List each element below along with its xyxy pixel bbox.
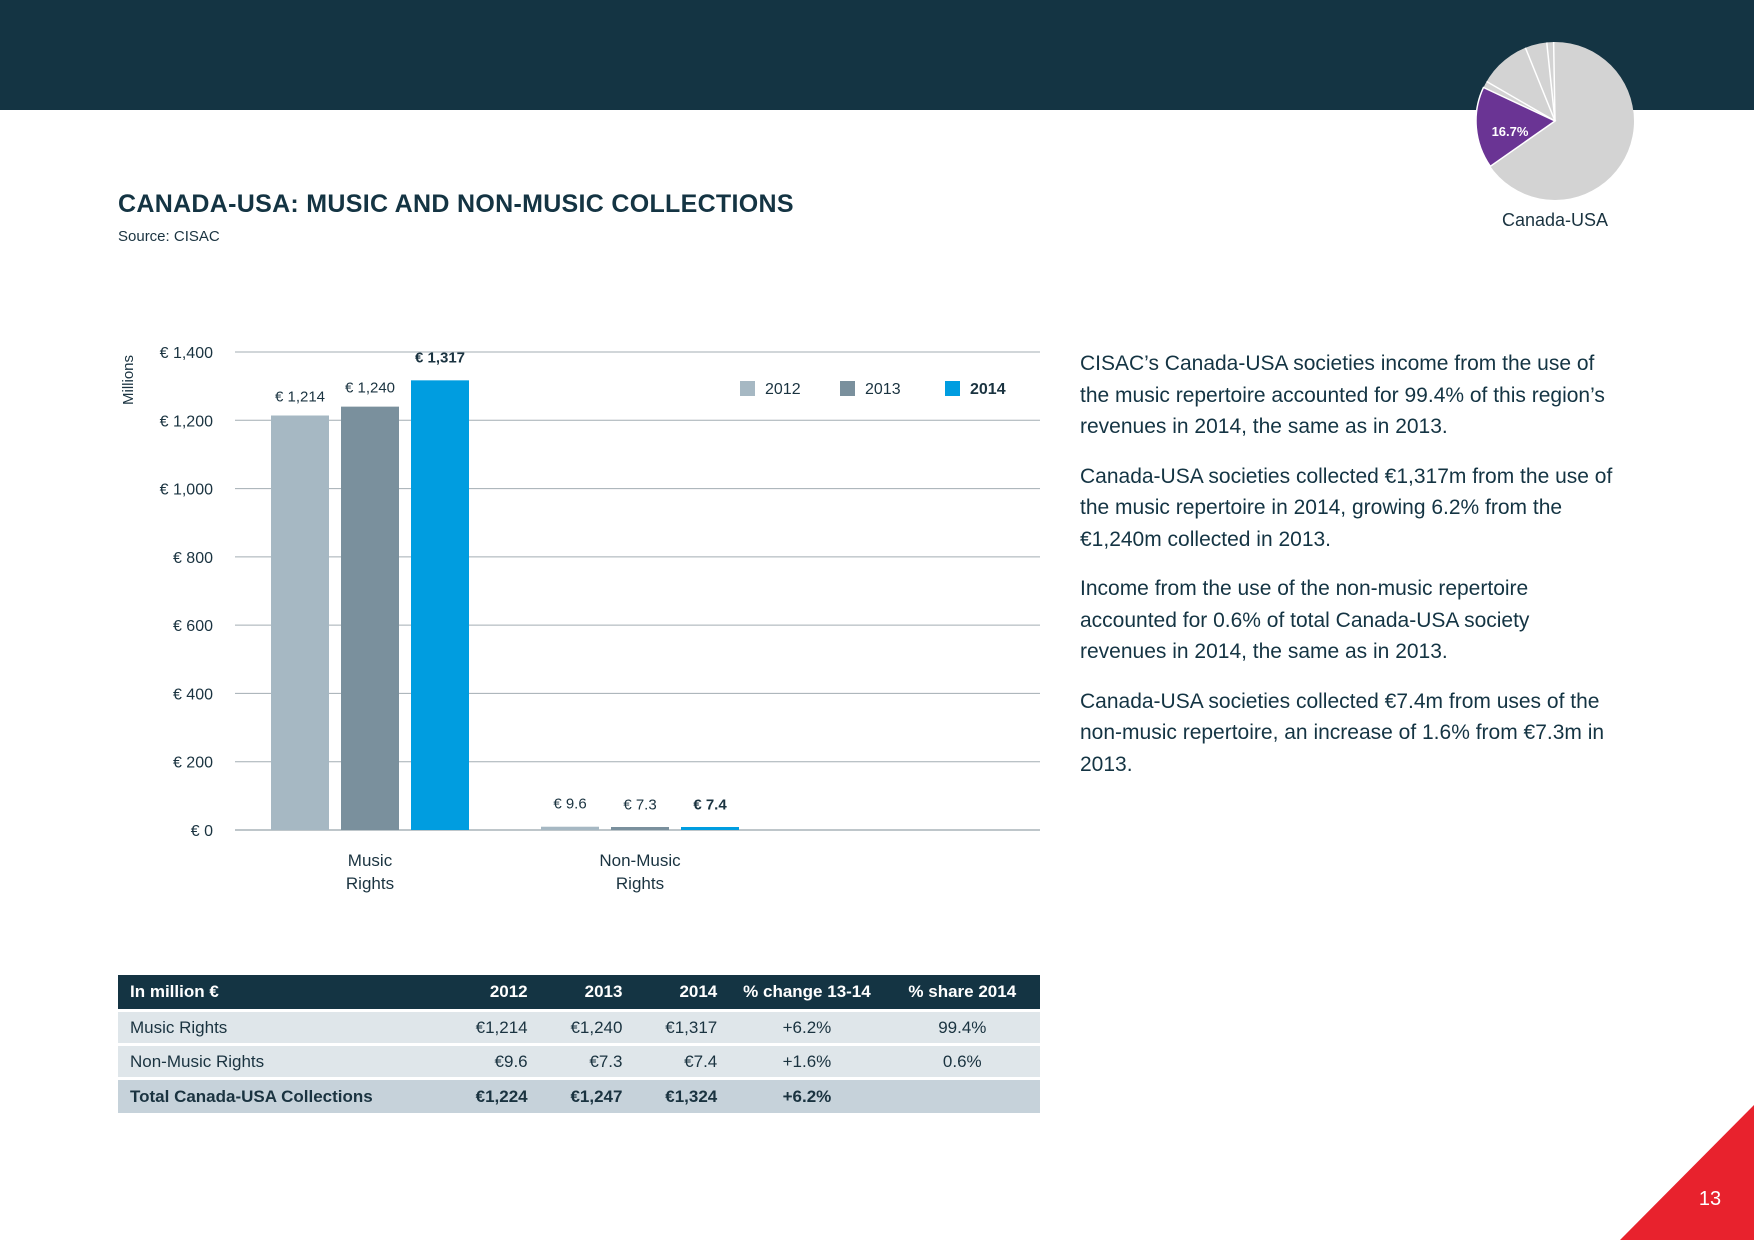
table-cell: Music Rights [118, 1012, 445, 1043]
commentary-paragraph: Canada-USA societies collected €1,317m f… [1080, 464, 1613, 551]
y-tick-label: € 1,400 [160, 345, 213, 362]
table-header-cell: 2013 [539, 975, 635, 1009]
table-total-row: Total Canada-USA Collections €1,224 €1,2… [118, 1080, 1040, 1113]
table-header-cell: 2012 [444, 975, 540, 1009]
table-cell: +6.2% [729, 1080, 885, 1113]
y-tick-label: € 600 [173, 618, 213, 635]
bar-value-label: € 1,317 [415, 349, 465, 366]
table-cell: Non-Music Rights [118, 1046, 445, 1077]
legend-label: 2014 [970, 381, 1006, 398]
pie-slice-divider [1486, 80, 1556, 122]
bar-value-label: € 1,214 [275, 389, 325, 406]
page-number: 13 [1698, 1188, 1722, 1210]
bar-value-label: € 7.4 [693, 796, 727, 813]
source-note: Source: CISAC [118, 228, 220, 245]
bar-value-label: € 9.6 [553, 796, 586, 813]
table-cell: €1,224 [444, 1080, 540, 1113]
corner-triangle [1620, 1105, 1754, 1240]
table-cell: €1,240 [539, 1012, 635, 1043]
table-cell: €9.6 [444, 1046, 540, 1077]
header-bar [0, 0, 1754, 110]
legend-swatch [945, 381, 960, 396]
y-tick-label: € 1,000 [160, 482, 213, 499]
pie-slice-divider [1545, 42, 1556, 122]
y-tick-label: € 400 [173, 686, 213, 703]
pie-slice-divider [1552, 41, 1556, 122]
table-header-cell: In million € [118, 975, 445, 1009]
table-cell: +1.6% [729, 1046, 885, 1077]
table-header-cell: 2014 [634, 975, 730, 1009]
table-header-cell: % share 2014 [884, 975, 1040, 1009]
table-cell: €1,247 [539, 1080, 635, 1113]
region-share-pie: 16.7% [1475, 41, 1634, 200]
table-cell: €1,324 [634, 1080, 730, 1113]
bar [341, 406, 399, 830]
table-row: Music Rights €1,214 €1,240 €1,317 +6.2% … [118, 1012, 1040, 1043]
collections-table: In million € 2012 2013 2014 % change 13-… [118, 972, 1040, 1116]
region-share-label: 16.7% [1492, 124, 1529, 139]
x-category-label: Rights [346, 874, 394, 893]
y-tick-label: € 1,200 [160, 413, 213, 430]
x-category-label: Music [348, 851, 393, 870]
legend-label: 2012 [765, 381, 801, 398]
commentary-paragraph: Canada-USA societies collected €7.4m fro… [1080, 689, 1605, 776]
commentary-paragraph: CISAC’s Canada-USA societies income from… [1080, 352, 1605, 438]
y-tick-label: € 800 [173, 550, 213, 567]
table-cell [884, 1080, 1040, 1113]
table-cell: €7.3 [539, 1046, 635, 1077]
bar [681, 827, 739, 830]
bar [271, 415, 329, 830]
commentary-paragraph: Income from the use of the non-music rep… [1080, 577, 1530, 663]
bar [411, 380, 469, 830]
legend-label: 2013 [865, 381, 901, 398]
pie-slice-highlight [1475, 86, 1557, 168]
table-cell: €7.4 [634, 1046, 730, 1077]
table-cell: 99.4% [884, 1012, 1040, 1043]
bar [541, 826, 599, 830]
x-category-label: Rights [616, 874, 664, 893]
y-axis-label: Millions [120, 355, 137, 405]
table-cell: +6.2% [729, 1012, 885, 1043]
page-title: CANADA-USA: MUSIC AND NON-MUSIC COLLECTI… [118, 190, 794, 218]
legend-swatch [840, 381, 855, 396]
bar-value-label: € 1,240 [345, 380, 395, 397]
y-tick-label: € 0 [191, 823, 213, 840]
pie-slice-divider [1524, 47, 1556, 122]
table-cell: €1,214 [444, 1012, 540, 1043]
commentary: CISAC’s Canada-USA societies income from… [1080, 348, 1620, 798]
bar [611, 827, 669, 830]
bar-value-label: € 7.3 [623, 797, 656, 814]
table-header-row: In million € 2012 2013 2014 % change 13-… [118, 975, 1040, 1009]
table-cell: 0.6% [884, 1046, 1040, 1077]
table-cell: Total Canada-USA Collections [118, 1080, 445, 1113]
x-category-label: Non-Music [599, 851, 681, 870]
legend-swatch [740, 381, 755, 396]
table-header-cell: % change 13-14 [729, 975, 885, 1009]
y-tick-label: € 200 [173, 755, 213, 772]
table-cell: €1,317 [634, 1012, 730, 1043]
table-row: Non-Music Rights €9.6 €7.3 €7.4 +1.6% 0.… [118, 1046, 1040, 1077]
region-share-caption: Canada-USA [1501, 210, 1609, 230]
